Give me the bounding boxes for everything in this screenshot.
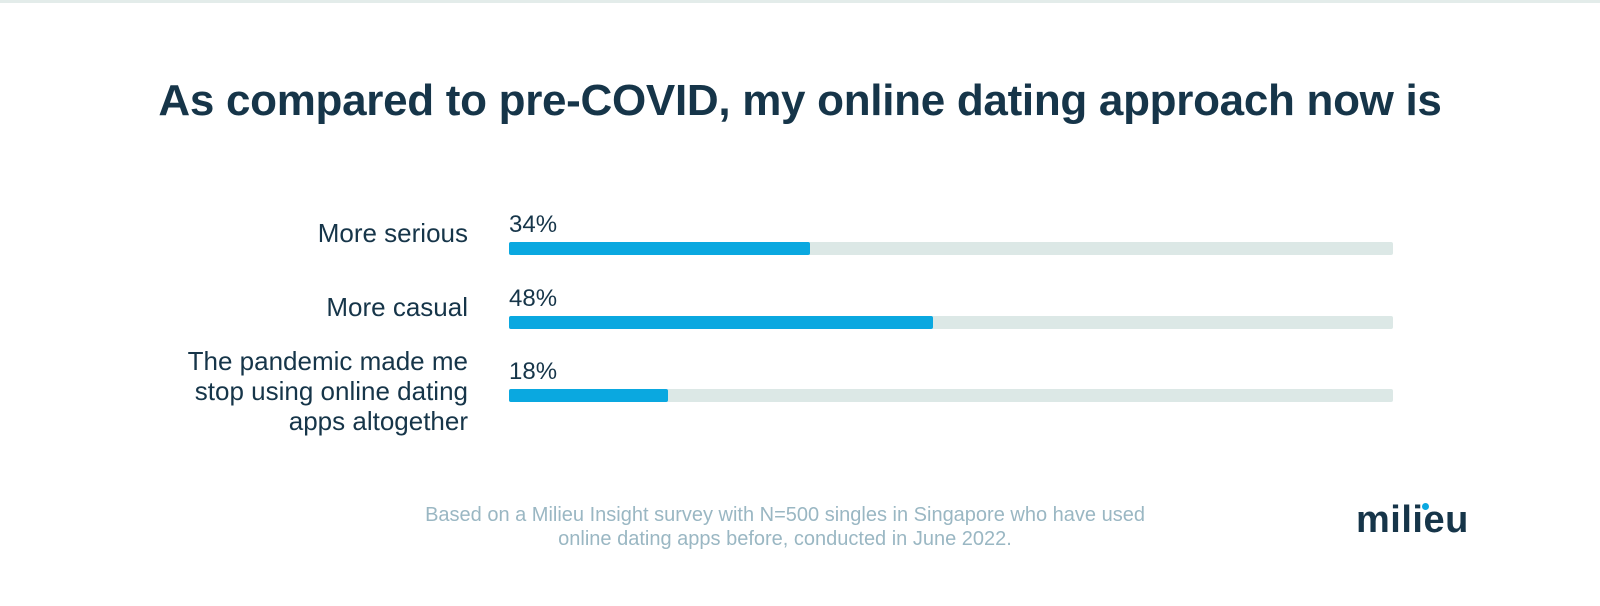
category-label: The pandemic made me stop using online d…: [187, 346, 468, 436]
logo-dot-icon: [1422, 503, 1429, 510]
footnote-line-1: Based on a Milieu Insight survey with N=…: [425, 504, 1145, 526]
value-label: 48%: [509, 285, 558, 312]
bar: [509, 389, 668, 402]
bar-track: [509, 389, 1393, 402]
survey-footnote: Based on a Milieu Insight survey with N=…: [340, 503, 1230, 551]
bar: [509, 242, 810, 255]
bar-track: [509, 242, 1393, 255]
bar-track: [509, 316, 1393, 329]
top-divider: [0, 0, 1600, 3]
footnote-line-2: online dating apps before, conducted in …: [558, 528, 1012, 550]
chart-title: As compared to pre-COVID, my online dati…: [158, 76, 1442, 125]
bar: [509, 316, 933, 329]
value-label: 34%: [509, 211, 558, 238]
category-label: More serious: [317, 218, 468, 248]
value-label: 18%: [509, 358, 558, 385]
milieu-logo: milieu: [1356, 499, 1469, 541]
category-label: More casual: [326, 292, 468, 322]
